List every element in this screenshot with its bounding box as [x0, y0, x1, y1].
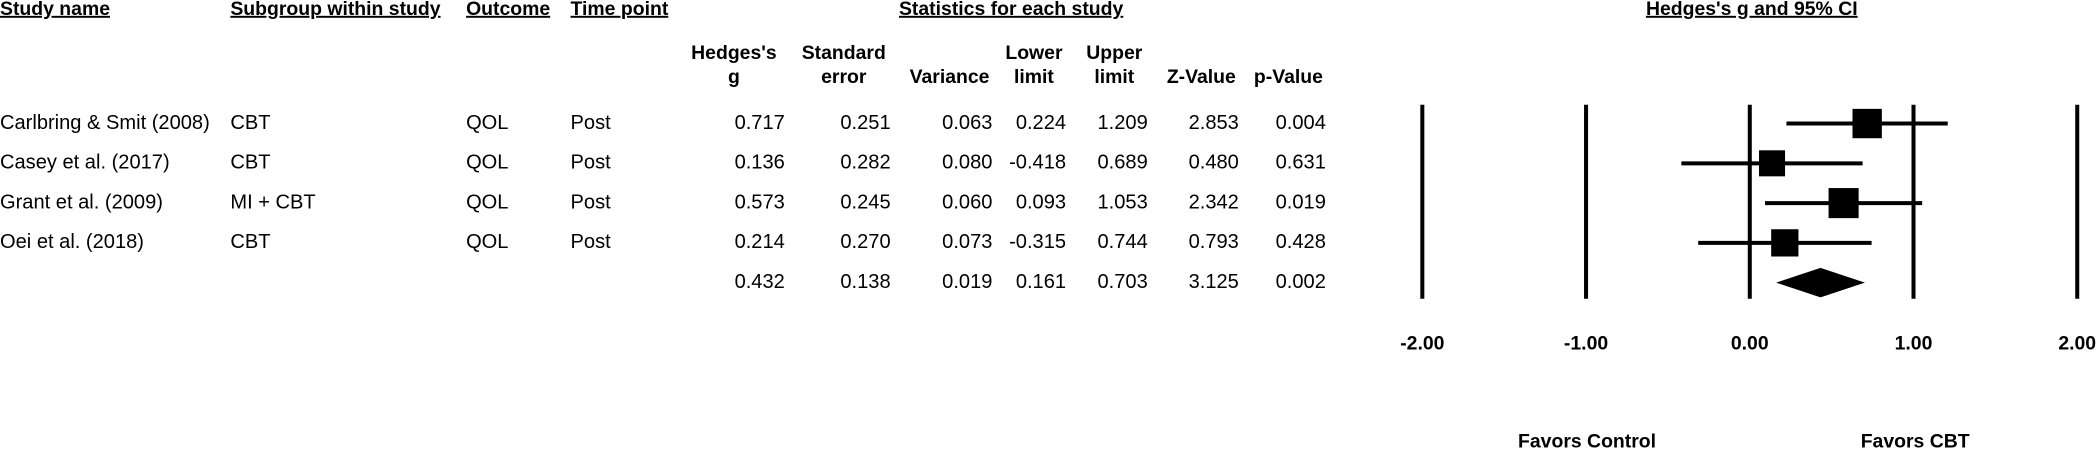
favors-label: Favors CBT	[1861, 430, 1970, 452]
time-point: Post	[571, 231, 612, 253]
value-cell: 0.214	[735, 231, 785, 253]
value-cell: 0.063	[942, 112, 992, 134]
outcome: QOL	[466, 112, 508, 134]
subgroup: CBT	[230, 152, 270, 174]
header: Hedges's g and 95% CI	[1646, 0, 1858, 20]
effect-box	[1852, 108, 1882, 139]
column-header: Upper	[1086, 42, 1143, 64]
value-cell: 0.793	[1189, 231, 1239, 253]
column-header: Lower	[1005, 42, 1063, 64]
column-header: Variance	[910, 66, 990, 88]
column-header: error	[821, 66, 867, 88]
effect-box	[1759, 150, 1786, 177]
study-name: Oei et al. (2018)	[0, 231, 144, 253]
value-cell: 2.342	[1189, 191, 1239, 213]
value-cell: 0.161	[1016, 271, 1066, 293]
value-cell: -0.418	[1009, 152, 1066, 174]
value-cell: 0.224	[1016, 112, 1066, 134]
value-cell: 0.073	[942, 231, 992, 253]
value-cell: -0.315	[1009, 231, 1066, 253]
value-cell: 0.631	[1276, 152, 1326, 174]
value-cell: 1.053	[1098, 191, 1148, 213]
outcome: QOL	[466, 231, 508, 253]
value-cell: 0.270	[840, 231, 890, 253]
time-point: Post	[571, 152, 612, 174]
value-cell: 0.136	[735, 152, 785, 174]
value-cell: 0.573	[735, 191, 785, 213]
favors-label: Favors Control	[1518, 430, 1656, 452]
column-header: Standard	[802, 42, 886, 64]
value-cell: 0.432	[735, 271, 785, 293]
study-name: Casey et al. (2017)	[0, 152, 170, 174]
column-header: limit	[1094, 66, 1134, 88]
subgroup: CBT	[230, 231, 270, 253]
value-cell: 0.428	[1276, 231, 1326, 253]
time-point: Post	[571, 191, 612, 213]
subgroup: MI + CBT	[230, 191, 315, 213]
x-tick-label: 1.00	[1895, 333, 1933, 355]
column-header: limit	[1014, 66, 1054, 88]
value-cell: 0.093	[1016, 191, 1066, 213]
summary-diamond	[1776, 267, 1865, 298]
value-cell: 0.717	[735, 112, 785, 134]
column-header: p-Value	[1254, 66, 1323, 88]
effect-box	[1828, 188, 1859, 219]
column-header: Hedges's	[691, 42, 777, 64]
header: Subgroup within study	[230, 0, 440, 20]
value-cell: 3.125	[1189, 271, 1239, 293]
value-cell: 0.138	[840, 271, 890, 293]
subgroup: CBT	[230, 112, 270, 134]
outcome: QOL	[466, 191, 508, 213]
outcome: QOL	[466, 152, 508, 174]
value-cell: 0.480	[1189, 152, 1239, 174]
value-cell: 2.853	[1189, 112, 1239, 134]
value-cell: 0.080	[942, 152, 992, 174]
x-tick-label: 0.00	[1731, 333, 1769, 355]
value-cell: 0.245	[840, 191, 890, 213]
column-header: Z-Value	[1167, 66, 1236, 88]
time-point: Post	[571, 112, 612, 134]
x-tick-label: -2.00	[1400, 333, 1444, 355]
x-tick-label: 2.00	[2058, 333, 2096, 355]
value-cell: 0.282	[840, 152, 890, 174]
value-cell: 0.002	[1276, 271, 1326, 293]
effect-box	[1771, 229, 1799, 257]
value-cell: 0.251	[840, 112, 890, 134]
header: Outcome	[466, 0, 550, 20]
column-header: g	[728, 66, 740, 88]
value-cell: 0.019	[942, 271, 992, 293]
value-cell: 0.019	[1276, 191, 1326, 213]
header: Time point	[571, 0, 669, 20]
value-cell: 0.744	[1098, 231, 1148, 253]
value-cell: 0.060	[942, 191, 992, 213]
study-name: Carlbring & Smit (2008)	[0, 112, 210, 134]
value-cell: 0.004	[1276, 112, 1326, 134]
value-cell: 1.209	[1098, 112, 1148, 134]
header: Study name	[0, 0, 110, 20]
header: Statistics for each study	[899, 0, 1124, 20]
study-name: Grant et al. (2009)	[0, 191, 163, 213]
value-cell: 0.689	[1098, 152, 1148, 174]
x-tick-label: -1.00	[1564, 333, 1608, 355]
value-cell: 0.703	[1098, 271, 1148, 293]
